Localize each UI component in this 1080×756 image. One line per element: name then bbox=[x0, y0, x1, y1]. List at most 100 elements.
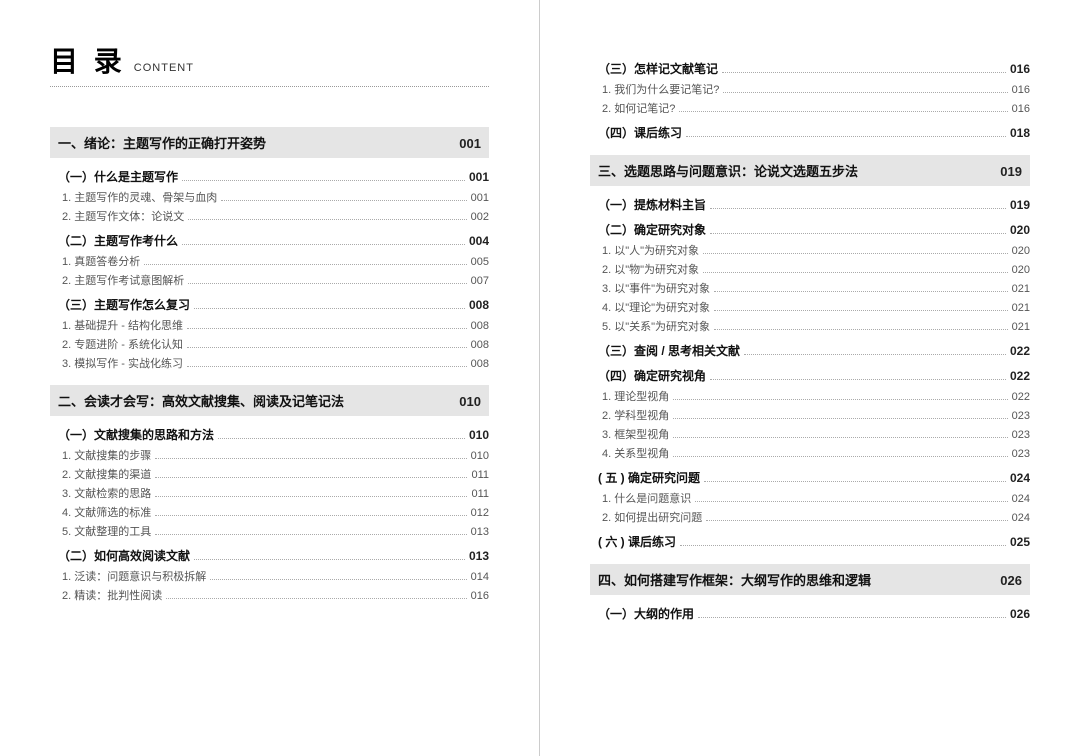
toc-leader-dots bbox=[703, 272, 1008, 273]
toc-page-number: 023 bbox=[1012, 448, 1030, 460]
toc-label: （一）什么是主题写作 bbox=[58, 168, 178, 185]
toc-section: （二）主题写作考什么004 bbox=[58, 232, 489, 249]
toc-label: （一）文献搜集的思路和方法 bbox=[58, 426, 214, 443]
toc-label: 1. 主题写作的灵魂、骨架与血肉 bbox=[62, 189, 217, 205]
toc-leader-dots bbox=[188, 219, 466, 220]
toc-leader-dots bbox=[704, 481, 1006, 482]
toc-item: 1. 泛读：问题意识与积极拆解014 bbox=[62, 568, 489, 584]
toc-chapter: 三、选题思路与问题意识：论说文选题五步法019 bbox=[590, 155, 1030, 186]
toc-page-number: 008 bbox=[471, 320, 489, 332]
toc-leader-dots bbox=[723, 92, 1007, 93]
toc-label: 4. 关系型视角 bbox=[602, 445, 669, 461]
title-sub: CONTENT bbox=[134, 62, 194, 74]
toc-label: 2. 文献搜集的渠道 bbox=[62, 466, 151, 482]
toc-item: 1. 我们为什么要记笔记?016 bbox=[602, 81, 1030, 97]
toc-page-number: 011 bbox=[471, 488, 489, 500]
toc-page-number: 016 bbox=[471, 590, 489, 602]
toc-label: 2. 如何记笔记? bbox=[602, 100, 675, 116]
toc-label: （三）查阅 / 思考相关文献 bbox=[598, 342, 740, 359]
toc-leader-dots bbox=[710, 208, 1006, 209]
toc-page-number: 021 bbox=[1012, 321, 1030, 333]
toc-leader-dots bbox=[695, 501, 1007, 502]
toc-page-number: 010 bbox=[459, 394, 481, 409]
toc-section: （一）文献搜集的思路和方法 010 bbox=[58, 426, 489, 443]
toc-section: （一）大纲的作用026 bbox=[598, 605, 1030, 622]
toc-item: 4. 关系型视角 023 bbox=[602, 445, 1030, 461]
toc-leader-dots bbox=[673, 456, 1007, 457]
toc-label: 2. 学科型视角 bbox=[602, 407, 669, 423]
toc-page-number: 002 bbox=[471, 211, 489, 223]
toc-label: 2. 主题写作考试意图解析 bbox=[62, 272, 184, 288]
toc-page-number: 024 bbox=[1012, 512, 1030, 524]
toc-page-number: 008 bbox=[471, 358, 489, 370]
toc-label: 1. 理论型视角 bbox=[602, 388, 669, 404]
toc-label: 3. 文献检索的思路 bbox=[62, 485, 151, 501]
toc-label: 3. 框架型视角 bbox=[602, 426, 669, 442]
toc-section: （四）确定研究视角 022 bbox=[598, 367, 1030, 384]
toc-item: 2. 学科型视角 023 bbox=[602, 407, 1030, 423]
toc-leader-dots bbox=[155, 458, 466, 459]
toc-leader-dots bbox=[166, 598, 466, 599]
toc-item: 1. 基础提升 - 结构化思维 008 bbox=[62, 317, 489, 333]
toc-page-number: 010 bbox=[469, 428, 489, 442]
toc-leader-dots bbox=[714, 291, 1008, 292]
toc-section: ( 六 ) 课后练习025 bbox=[598, 533, 1030, 550]
toc-page-number: 014 bbox=[471, 571, 489, 583]
toc-page-number: 001 bbox=[471, 192, 489, 204]
toc-item: 1. 以"人"为研究对象020 bbox=[602, 242, 1030, 258]
toc-leader-dots bbox=[194, 559, 465, 560]
toc-label: （四）确定研究视角 bbox=[598, 367, 706, 384]
toc-page-number: 020 bbox=[1012, 245, 1030, 257]
toc-item: 5. 文献整理的工具013 bbox=[62, 523, 489, 539]
toc-label: 2. 以"物"为研究对象 bbox=[602, 261, 699, 277]
toc-item: 1. 理论型视角 022 bbox=[602, 388, 1030, 404]
page-left: 目 录 CONTENT 一、绪论：主题写作的正确打开姿势001 （一）什么是主题写… bbox=[0, 0, 540, 756]
toc-page-number: 018 bbox=[1010, 126, 1030, 140]
toc-page-number: 023 bbox=[1012, 429, 1030, 441]
toc-leader-dots bbox=[722, 72, 1006, 73]
toc-page-number: 021 bbox=[1012, 302, 1030, 314]
toc-label: 3. 以"事件"为研究对象 bbox=[602, 280, 710, 296]
toc-label: （二）如何高效阅读文献 bbox=[58, 547, 190, 564]
toc-label: 2. 精读：批判性阅读 bbox=[62, 587, 162, 603]
toc-leader-dots bbox=[673, 399, 1007, 400]
toc-page-number: 022 bbox=[1012, 391, 1030, 403]
toc-column-left: 一、绪论：主题写作的正确打开姿势001（一）什么是主题写作0011. 主题写作的… bbox=[50, 127, 489, 603]
toc-section: （一）提炼材料主旨019 bbox=[598, 196, 1030, 213]
toc-section: （四）课后练习018 bbox=[598, 124, 1030, 141]
toc-label: 1. 什么是问题意识 bbox=[602, 490, 691, 506]
toc-item: 2. 精读：批判性阅读 016 bbox=[62, 587, 489, 603]
toc-leader-dots bbox=[144, 264, 466, 265]
toc-page-number: 019 bbox=[1010, 198, 1030, 212]
toc-page-number: 001 bbox=[459, 136, 481, 151]
toc-chapter: 一、绪论：主题写作的正确打开姿势001 bbox=[50, 127, 489, 158]
toc-item: 2. 文献搜集的渠道011 bbox=[62, 466, 489, 482]
toc-item: 1. 主题写作的灵魂、骨架与血肉 001 bbox=[62, 189, 489, 205]
toc-leader-dots bbox=[703, 253, 1008, 254]
toc-label: 4. 文献筛选的标准 bbox=[62, 504, 151, 520]
toc-item: 2. 专题进阶 - 系统化认知008 bbox=[62, 336, 489, 352]
toc-leader-dots bbox=[221, 200, 466, 201]
toc-leader-dots bbox=[218, 438, 465, 439]
toc-label: ( 五 ) 确定研究问题 bbox=[598, 469, 700, 486]
toc-leader-dots bbox=[194, 308, 465, 309]
toc-page-number: 020 bbox=[1012, 264, 1030, 276]
toc-leader-dots bbox=[187, 347, 467, 348]
toc-label: 二、会读才会写：高效文献搜集、阅读及记笔记法 bbox=[58, 391, 344, 410]
toc-leader-dots bbox=[155, 534, 466, 535]
toc-chapter: 四、如何搭建写作框架：大纲写作的思维和逻辑026 bbox=[590, 564, 1030, 595]
toc-page-number: 004 bbox=[469, 234, 489, 248]
toc-label: 2. 专题进阶 - 系统化认知 bbox=[62, 336, 183, 352]
toc-item: 4. 以"理论"为研究对象021 bbox=[602, 299, 1030, 315]
toc-leader-dots bbox=[182, 180, 465, 181]
toc-item: 2. 如何记笔记?016 bbox=[602, 100, 1030, 116]
toc-title: 目 录 CONTENT bbox=[50, 40, 489, 87]
toc-label: 1. 真题答卷分析 bbox=[62, 253, 140, 269]
toc-label: （三）怎样记文献笔记 bbox=[598, 60, 718, 77]
toc-page-number: 022 bbox=[1010, 369, 1030, 383]
toc-leader-dots bbox=[187, 328, 467, 329]
toc-label: （三）主题写作怎么复习 bbox=[58, 296, 190, 313]
toc-page-number: 023 bbox=[1012, 410, 1030, 422]
toc-label: 1. 基础提升 - 结构化思维 bbox=[62, 317, 183, 333]
toc-leader-dots bbox=[673, 437, 1007, 438]
